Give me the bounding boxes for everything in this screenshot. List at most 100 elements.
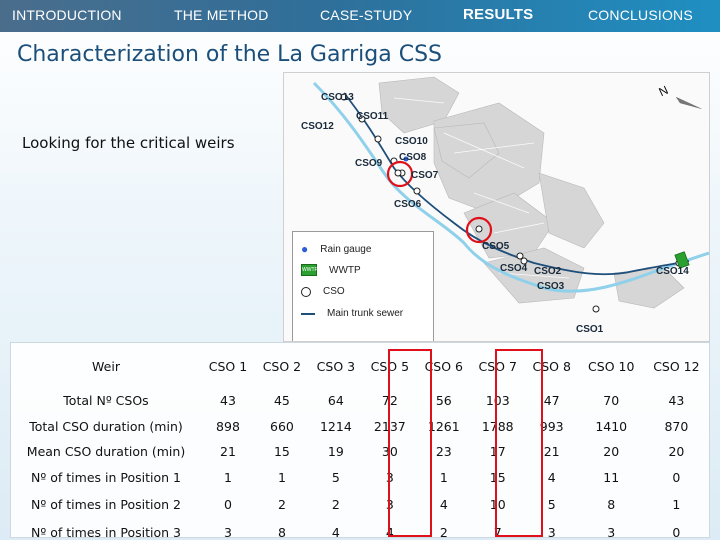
river bbox=[312, 81, 709, 293]
table-cell: 43 bbox=[668, 392, 685, 408]
table-cell: 10 bbox=[489, 496, 506, 512]
wwtp-icon: WWTP bbox=[301, 264, 318, 276]
table-cell: 8 bbox=[607, 496, 616, 512]
table-cell: 0 bbox=[224, 496, 232, 512]
map-label-cso6: CSO6 bbox=[394, 199, 422, 210]
table-cell: 0 bbox=[672, 469, 681, 485]
nav-item-the-method[interactable]: THE METHOD bbox=[174, 7, 269, 23]
table-row: Nº of times in Position 3 3 8 4 4 2 7 3 … bbox=[11, 518, 709, 546]
table-cell: 660 bbox=[270, 419, 294, 434]
map-label-cso14: CSO14 bbox=[656, 266, 689, 277]
table-cell: 7 bbox=[493, 524, 502, 540]
table-cell: 1 bbox=[439, 469, 448, 485]
table-cell: 4 bbox=[547, 469, 556, 485]
map-label-cso4: CSO4 bbox=[500, 263, 528, 274]
table-cell: 11 bbox=[603, 469, 620, 485]
table-cell: 2 bbox=[277, 496, 286, 512]
north-label: N bbox=[657, 83, 671, 99]
header-cso-10: CSO 10 bbox=[588, 358, 635, 374]
table-cell: 2 bbox=[331, 496, 340, 512]
table-cell: 1410 bbox=[595, 419, 628, 434]
nav-item-conclusions[interactable]: CONCLUSIONS bbox=[588, 7, 693, 23]
table-cell: 20 bbox=[668, 443, 685, 459]
nav-item-case-study[interactable]: CASE-STUDY bbox=[320, 7, 413, 23]
map-label-cso1: CSO1 bbox=[576, 324, 604, 335]
table-cell: 4 bbox=[331, 524, 340, 540]
table-cell: 103 bbox=[485, 392, 510, 408]
row-label: Mean CSO duration (min) bbox=[26, 443, 186, 459]
row-label: Total Nº CSOs bbox=[63, 392, 149, 408]
header-cso-3: CSO 3 bbox=[316, 358, 356, 374]
header-cso-8: CSO 8 bbox=[532, 358, 571, 374]
raindrop-icon: ● bbox=[301, 242, 309, 256]
table-cell: 17 bbox=[489, 443, 506, 459]
table-cell: 45 bbox=[273, 392, 290, 408]
table-cell: 70 bbox=[603, 392, 620, 408]
table-cell: 15 bbox=[489, 469, 506, 485]
table-cell: 19 bbox=[327, 443, 344, 459]
table-cell: 0 bbox=[672, 524, 681, 540]
table-cell: 15 bbox=[273, 443, 290, 459]
table-cell: 47 bbox=[543, 392, 560, 408]
table-cell: 30 bbox=[381, 443, 398, 459]
map-label-cso7: CSO7 bbox=[411, 170, 439, 181]
header-weir: Weir bbox=[92, 358, 120, 374]
highlight-cso5 bbox=[465, 216, 493, 244]
table-cell: 23 bbox=[435, 443, 452, 459]
slide-title: Characterization of the La Garriga CSS bbox=[17, 42, 442, 67]
header-cso-2: CSO 2 bbox=[262, 358, 302, 374]
table-cell: 4 bbox=[385, 524, 394, 540]
table-cell: 3 bbox=[224, 524, 232, 540]
table-cell: 1 bbox=[672, 496, 681, 512]
table-cell: 1214 bbox=[319, 419, 352, 434]
nav-item-results[interactable]: RESULTS bbox=[463, 6, 534, 23]
map-label-cso11: CSO11 bbox=[356, 111, 389, 122]
nav-item-introduction[interactable]: INTRODUCTION bbox=[12, 7, 122, 23]
table-header-row: Weir CSO 1 CSO 2 CSO 3 CSO 5 CSO 6 CSO 7… bbox=[11, 347, 709, 385]
table-cell: 1 bbox=[277, 469, 286, 485]
table-cell: 64 bbox=[327, 392, 344, 408]
highlight-cso7 bbox=[386, 160, 414, 188]
map-label-cso12: CSO12 bbox=[301, 121, 334, 132]
main-trunk-sewer bbox=[343, 92, 690, 276]
map-label-cso13: CSO13 bbox=[321, 92, 354, 103]
table-cell: 1261 bbox=[427, 419, 460, 434]
map-legend: ● Rain gauge WWTP WWTP CSO Main trunk se… bbox=[292, 231, 434, 341]
cso-map: CSO13 CSO11 CSO12 CSO10 CSO8 CSO9 CSO7 C… bbox=[283, 72, 710, 342]
table-cell: 4 bbox=[439, 496, 448, 512]
map-label-cso10: CSO10 bbox=[395, 136, 428, 147]
row-label: Nº of times in Position 3 bbox=[31, 524, 181, 540]
table-cell: 3 bbox=[385, 496, 394, 512]
table-cell: 21 bbox=[220, 443, 236, 459]
table-cell: 72 bbox=[381, 392, 398, 408]
header-cso-7: CSO 7 bbox=[478, 358, 517, 374]
legend-main-trunk-sewer: Main trunk sewer bbox=[301, 308, 403, 319]
north-arrow-icon: N bbox=[657, 83, 702, 109]
table-cell: 21 bbox=[543, 443, 560, 459]
table-row: Nº of times in Position 1 1 1 5 3 1 15 4… bbox=[11, 464, 709, 490]
table-cell: 2 bbox=[439, 524, 448, 540]
header-cso-6: CSO 6 bbox=[424, 358, 463, 374]
table-cell: 20 bbox=[603, 443, 620, 459]
legend-cso: CSO bbox=[301, 286, 345, 297]
legend-wwtp: WWTP WWTP bbox=[301, 264, 361, 276]
table-cell: 3 bbox=[385, 469, 394, 485]
map-graphic: CSO13 CSO11 CSO12 CSO10 CSO8 CSO9 CSO7 C… bbox=[301, 76, 709, 335]
sewer-line-icon bbox=[301, 312, 315, 315]
weir-statistics-table: Weir CSO 1 CSO 2 CSO 3 CSO 5 CSO 6 CSO 7… bbox=[10, 342, 710, 540]
map-label-cso2: CSO2 bbox=[534, 266, 562, 277]
table-cell: 1788 bbox=[481, 419, 514, 434]
table-cell: 56 bbox=[435, 392, 452, 408]
table-row: Total CSO duration (min) 898 660 1214 21… bbox=[11, 415, 709, 438]
table-cell: 993 bbox=[539, 419, 564, 434]
map-label-cso8: CSO8 bbox=[399, 152, 427, 163]
table-cell: 1 bbox=[224, 469, 232, 485]
table-cell: 5 bbox=[331, 469, 340, 485]
map-label-cso3: CSO3 bbox=[537, 281, 565, 292]
row-label: Nº of times in Position 2 bbox=[31, 496, 181, 512]
row-label: Nº of times in Position 1 bbox=[31, 469, 181, 485]
table-cell: 2137 bbox=[373, 419, 406, 434]
table-cell: 5 bbox=[547, 496, 556, 512]
row-label: Total CSO duration (min) bbox=[29, 419, 183, 434]
table-cell: 3 bbox=[547, 524, 556, 540]
